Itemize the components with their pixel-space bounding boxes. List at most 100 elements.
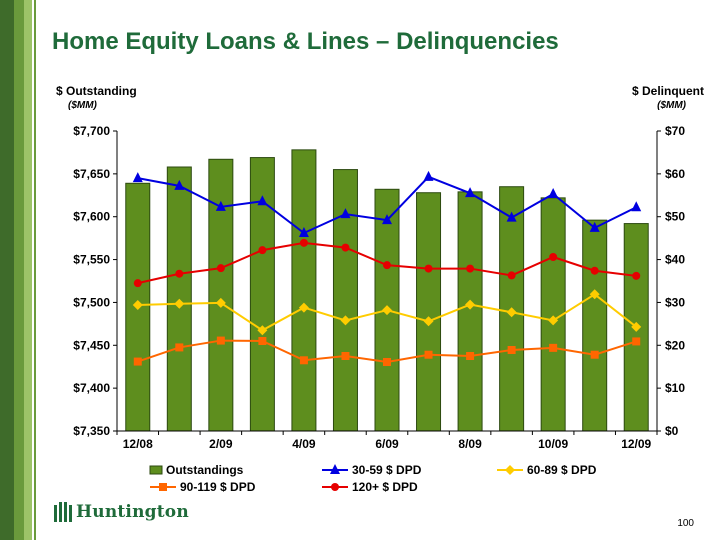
right-axis-tick-label: $60 [665,167,685,181]
series-3-point-4 [299,238,308,247]
series-2-point-10 [549,343,558,352]
series-2-point-2 [216,336,225,345]
series-1-point-8 [465,299,476,310]
series-1-point-7 [423,316,434,327]
left-axis-tick-label: $7,500 [73,295,110,309]
series-3-point-11 [590,266,599,275]
huntington-logo-icon [54,502,72,522]
slide-title: Home Equity Loans & Lines – Delinquencie… [52,28,559,55]
series-3-point-9 [507,271,516,280]
series-0-point-2 [215,200,226,211]
right-axis-unit: ($MM) [657,100,686,111]
series-2-point-1 [175,343,184,352]
series-3-point-10 [549,253,558,261]
series-1-point-11 [589,289,600,300]
legend-marker-2 [159,483,167,491]
series-1-point-5 [340,315,351,326]
series-3-point-0 [133,279,142,288]
series-3-point-7 [424,264,433,273]
series-1-point-6 [382,305,392,316]
series-0-point-11 [589,221,600,232]
left-axis-title: $ Outstanding [56,84,137,98]
series-2-point-0 [133,357,142,366]
legend-marker-0 [330,464,340,474]
x-axis-tick-label: 2/09 [209,437,233,451]
series-3-point-8 [466,264,475,273]
left-axis-tick-label: $7,700 [73,124,110,138]
series-1-point-2 [215,297,226,308]
bar-outstandings-11 [582,219,608,432]
x-axis-tick-label: 4/09 [292,437,316,451]
x-axis-tick-label: 6/09 [375,437,399,451]
left-axis-tick-label: $7,650 [73,167,110,181]
bar-outstandings-2 [208,158,234,432]
series-0-point-3 [257,195,268,206]
series-3-point-5 [341,243,350,252]
huntington-logo: Huntington [54,502,189,522]
x-axis-tick-label: 10/09 [538,437,568,451]
series-2-point-11 [590,350,599,359]
left-axis-tick-label: $7,450 [73,338,110,352]
legend-label: Outstandings [166,463,244,477]
series-1-point-12 [631,321,642,332]
series-0-point-8 [465,187,476,198]
legend-label: 60-89 $ DPD [527,463,597,477]
right-axis-tick-label: $70 [665,124,685,138]
left-axis-tick-label: $7,400 [73,381,110,395]
series-3-point-2 [216,264,225,273]
series-1-point-9 [506,307,517,318]
decorative-stripe-light [24,0,32,540]
left-axis-tick-label: $7,350 [73,424,110,438]
series-2-point-9 [507,346,516,354]
legend-label: 120+ $ DPD [352,480,418,494]
x-axis-tick-label: 12/08 [123,437,153,451]
decorative-stripe-dark [0,0,14,540]
legend-marker-1 [505,465,515,475]
series-1-point-4 [298,302,309,313]
left-axis-tick-label: $7,550 [73,253,110,267]
series-0-point-4 [298,227,309,237]
series-0-point-10 [548,188,559,198]
series-1-point-1 [174,298,185,309]
series-3-point-12 [632,271,641,280]
right-axis-tick-label: $10 [665,381,685,395]
series-1-point-10 [548,315,559,326]
series-0-point-7 [423,170,434,181]
series-3-point-3 [258,246,267,255]
left-axis-tick-label: $7,600 [73,210,110,224]
series-0-point-6 [382,214,392,225]
right-axis-tick-label: $0 [665,424,679,438]
legend-label: 30-59 $ DPD [352,463,422,477]
decorative-stripe-mid [14,0,24,540]
series-2-point-12 [632,337,641,346]
right-axis-tick-label: $20 [665,338,685,352]
series-2-point-8 [466,352,475,360]
bar-outstandings-8 [457,191,483,432]
series-0-point-12 [631,201,642,212]
series-3-point-1 [175,269,184,278]
series-3-point-6 [383,261,391,270]
x-axis-tick-label: 12/09 [621,437,651,451]
legend-marker-3 [331,483,339,491]
decorative-stripe-line [34,0,36,540]
page-number: 100 [677,518,694,529]
series-2-point-7 [424,350,433,359]
left-axis-unit: ($MM) [68,100,97,111]
logo-text: Huntington [76,502,189,522]
legend-swatch-outstandings [149,465,163,475]
bar-outstandings-4 [291,149,317,432]
series-0-point-0 [132,172,143,183]
legend-label: 90-119 $ DPD [180,480,256,494]
right-axis-tick-label: $40 [665,253,685,267]
series-0-point-1 [174,179,185,190]
series-2-point-5 [341,352,350,360]
series-2-point-6 [383,358,391,366]
series-1-point-3 [257,325,268,336]
bar-outstandings-7 [416,192,442,432]
right-axis-title: $ Delinquent [631,84,704,98]
series-0-point-5 [340,208,351,219]
series-2-point-3 [258,337,267,345]
right-axis-tick-label: $50 [665,210,685,224]
series-0-point-9 [506,211,517,222]
